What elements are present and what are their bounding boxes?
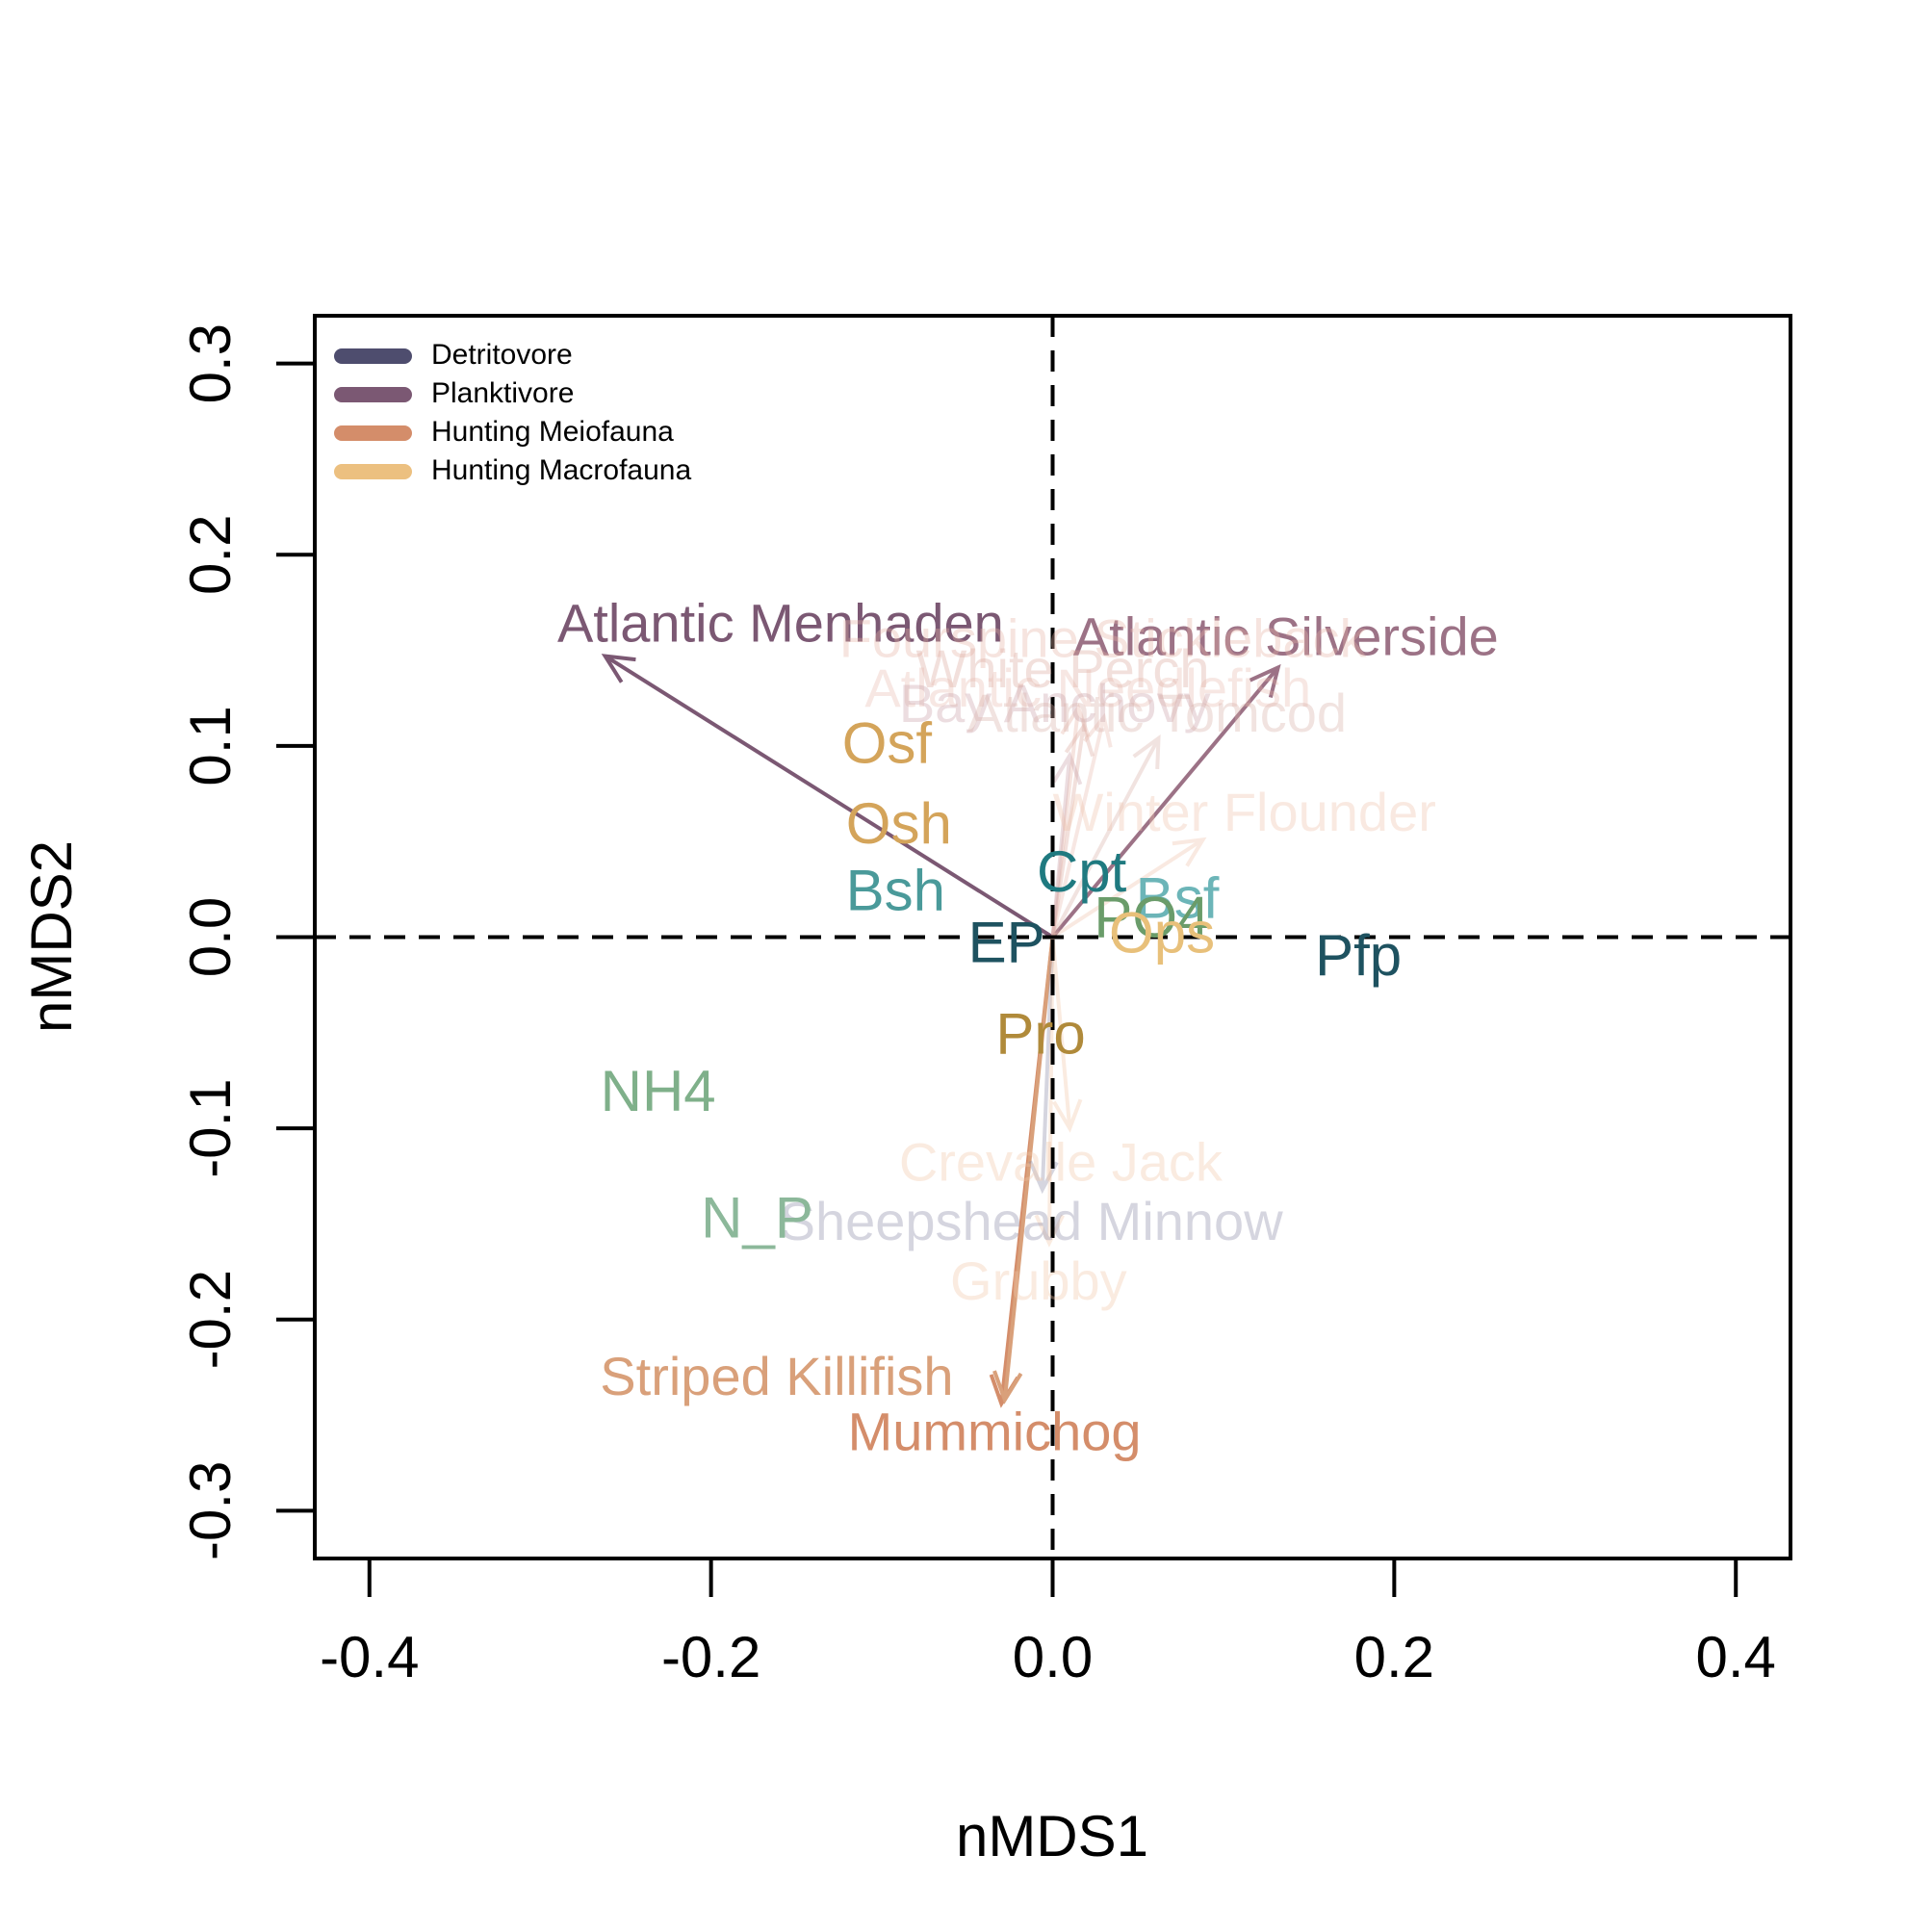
vector-arrowhead [1052, 1098, 1083, 1133]
vector-shaft [1050, 755, 1072, 938]
x-tick-label: 0.2 [1354, 1625, 1434, 1689]
species-vector-bay-anchovy [1050, 751, 1083, 938]
species-label-grubby: Grubby [950, 1250, 1127, 1311]
vector-shaft [1050, 726, 1086, 938]
vector-arrowhead [1028, 1160, 1059, 1195]
env-label-cpt: Cpt [1037, 839, 1127, 904]
x-tick-label: 0.4 [1696, 1625, 1776, 1689]
env-label-po4: PO4 [1094, 885, 1209, 949]
env-label-nh4: NH4 [601, 1059, 716, 1123]
vector-arrowhead [601, 654, 636, 683]
env-label-bsf: Bsf [1136, 866, 1220, 931]
species-vector-white-perch [1050, 722, 1095, 938]
species-vector-striped-killifish [992, 937, 1055, 1404]
env-label-osh: Osh [846, 791, 952, 856]
plot-area: Atlantic Menhaden Atlantic Silverside Mumm… [315, 316, 1790, 1558]
legend: Detritovore Planktivore Hunting Meiofauna H… [334, 339, 691, 486]
vector-arrowhead [1064, 722, 1095, 758]
species-label-atlantic-silverside: Atlantic Silverside [1073, 605, 1499, 666]
y-tick-label: 0.3 [178, 323, 243, 403]
species-label-atlantic-menhaden: Atlantic Menhaden [557, 593, 1004, 654]
species-label-fourspine-stickleback: Fourspine Stickleback [839, 607, 1368, 668]
y-tick-label: -0.3 [178, 1461, 243, 1560]
vector-arrowhead [1249, 663, 1281, 698]
vector-arrowhead [1052, 751, 1083, 786]
y-tick-label: 0.0 [178, 897, 243, 977]
vector-arrowhead [1034, 1214, 1065, 1248]
legend-label-planktivore: Planktivore [431, 377, 574, 409]
species-label-white-perch: White Perch [916, 638, 1210, 699]
axes-layer: -0.4 -0.2 0.0 0.2 0.4 -0.3 -0.2 -0.1 0.0 0.1 0.2 0.… [178, 323, 1776, 1689]
x-tick-label: -0.2 [661, 1625, 760, 1689]
species-label-winter-flounder: Winter Flounder [1053, 782, 1436, 842]
x-tick-label: 0.0 [1013, 1625, 1093, 1689]
legend-label-hunting-macrofauna: Hunting Macrofauna [431, 454, 691, 486]
species-label-atlantic-needlefish: Atlantic Needlefish [864, 657, 1311, 718]
env-label-ep: EP [968, 910, 1045, 974]
vector-shaft [1050, 666, 1280, 939]
vector-arrowhead [1132, 734, 1161, 769]
env-label-osf: Osf [842, 711, 933, 776]
species-label-striped-killifish: Striped Killifish [600, 1346, 953, 1406]
species-vector-atlantic-tomcod [1050, 734, 1161, 939]
y-tick-label: 0.2 [178, 515, 243, 595]
vector-arrowhead [992, 1370, 1023, 1404]
vector-shaft [1002, 937, 1055, 1401]
env-label-ops: Ops [1109, 900, 1215, 965]
vector-shaft [1050, 716, 1106, 938]
env-label-bsh: Bsh [846, 859, 945, 923]
species-vector-atlantic-silverside [1050, 663, 1281, 939]
vector-shaft [1050, 937, 1072, 1129]
reference-lines [315, 316, 1790, 1558]
env-label-n-p: N_P [701, 1185, 813, 1249]
legend-label-hunting-meiofauna: Hunting Meiofauna [431, 416, 674, 448]
y-tick-label: -0.2 [178, 1270, 243, 1369]
vector-shaft [1051, 837, 1204, 940]
labels-layer: Atlantic Menhaden Atlantic Silverside Mumm… [557, 593, 1499, 1462]
x-tick-label: -0.4 [320, 1625, 419, 1689]
vector-arrowhead [1083, 712, 1113, 748]
y-axis-label: nMDS2 [19, 840, 84, 1033]
species-vector-atlantic-menhaden [601, 654, 1054, 940]
x-axis-label: nMDS1 [956, 1804, 1148, 1868]
env-label-pfp: Pfp [1315, 923, 1402, 988]
y-tick-label: -0.1 [178, 1078, 243, 1177]
y-tick-label: 0.1 [178, 706, 243, 786]
species-label-sheepshead-minnow: Sheepshead Minnow [780, 1191, 1284, 1251]
plot-frame [313, 314, 1792, 1560]
legend-label-detritovore: Detritovore [431, 339, 573, 371]
vector-arrowhead [1172, 837, 1207, 867]
species-label-crevalle-jack: Crevalle Jack [899, 1132, 1224, 1193]
species-vector-winter-flounder [1051, 837, 1207, 940]
species-vector-crevalle-jack [1050, 937, 1083, 1133]
env-label-pro: Pro [995, 1002, 1085, 1067]
species-vector-atlantic-needlefish [1050, 712, 1113, 938]
vector-shaft [1050, 707, 1081, 938]
vector-shaft [604, 654, 1054, 940]
species-label-mummichog: Mummichog [848, 1402, 1142, 1462]
species-label-bay-anchovy: Bay Anchovy [899, 673, 1211, 734]
species-label-atlantic-tomcod: Atlantic Tomcod [967, 683, 1347, 743]
vector-shaft [1050, 736, 1161, 939]
vector-arrowhead [1060, 703, 1091, 738]
species-vector-fourspine-stickleback [1050, 703, 1091, 938]
